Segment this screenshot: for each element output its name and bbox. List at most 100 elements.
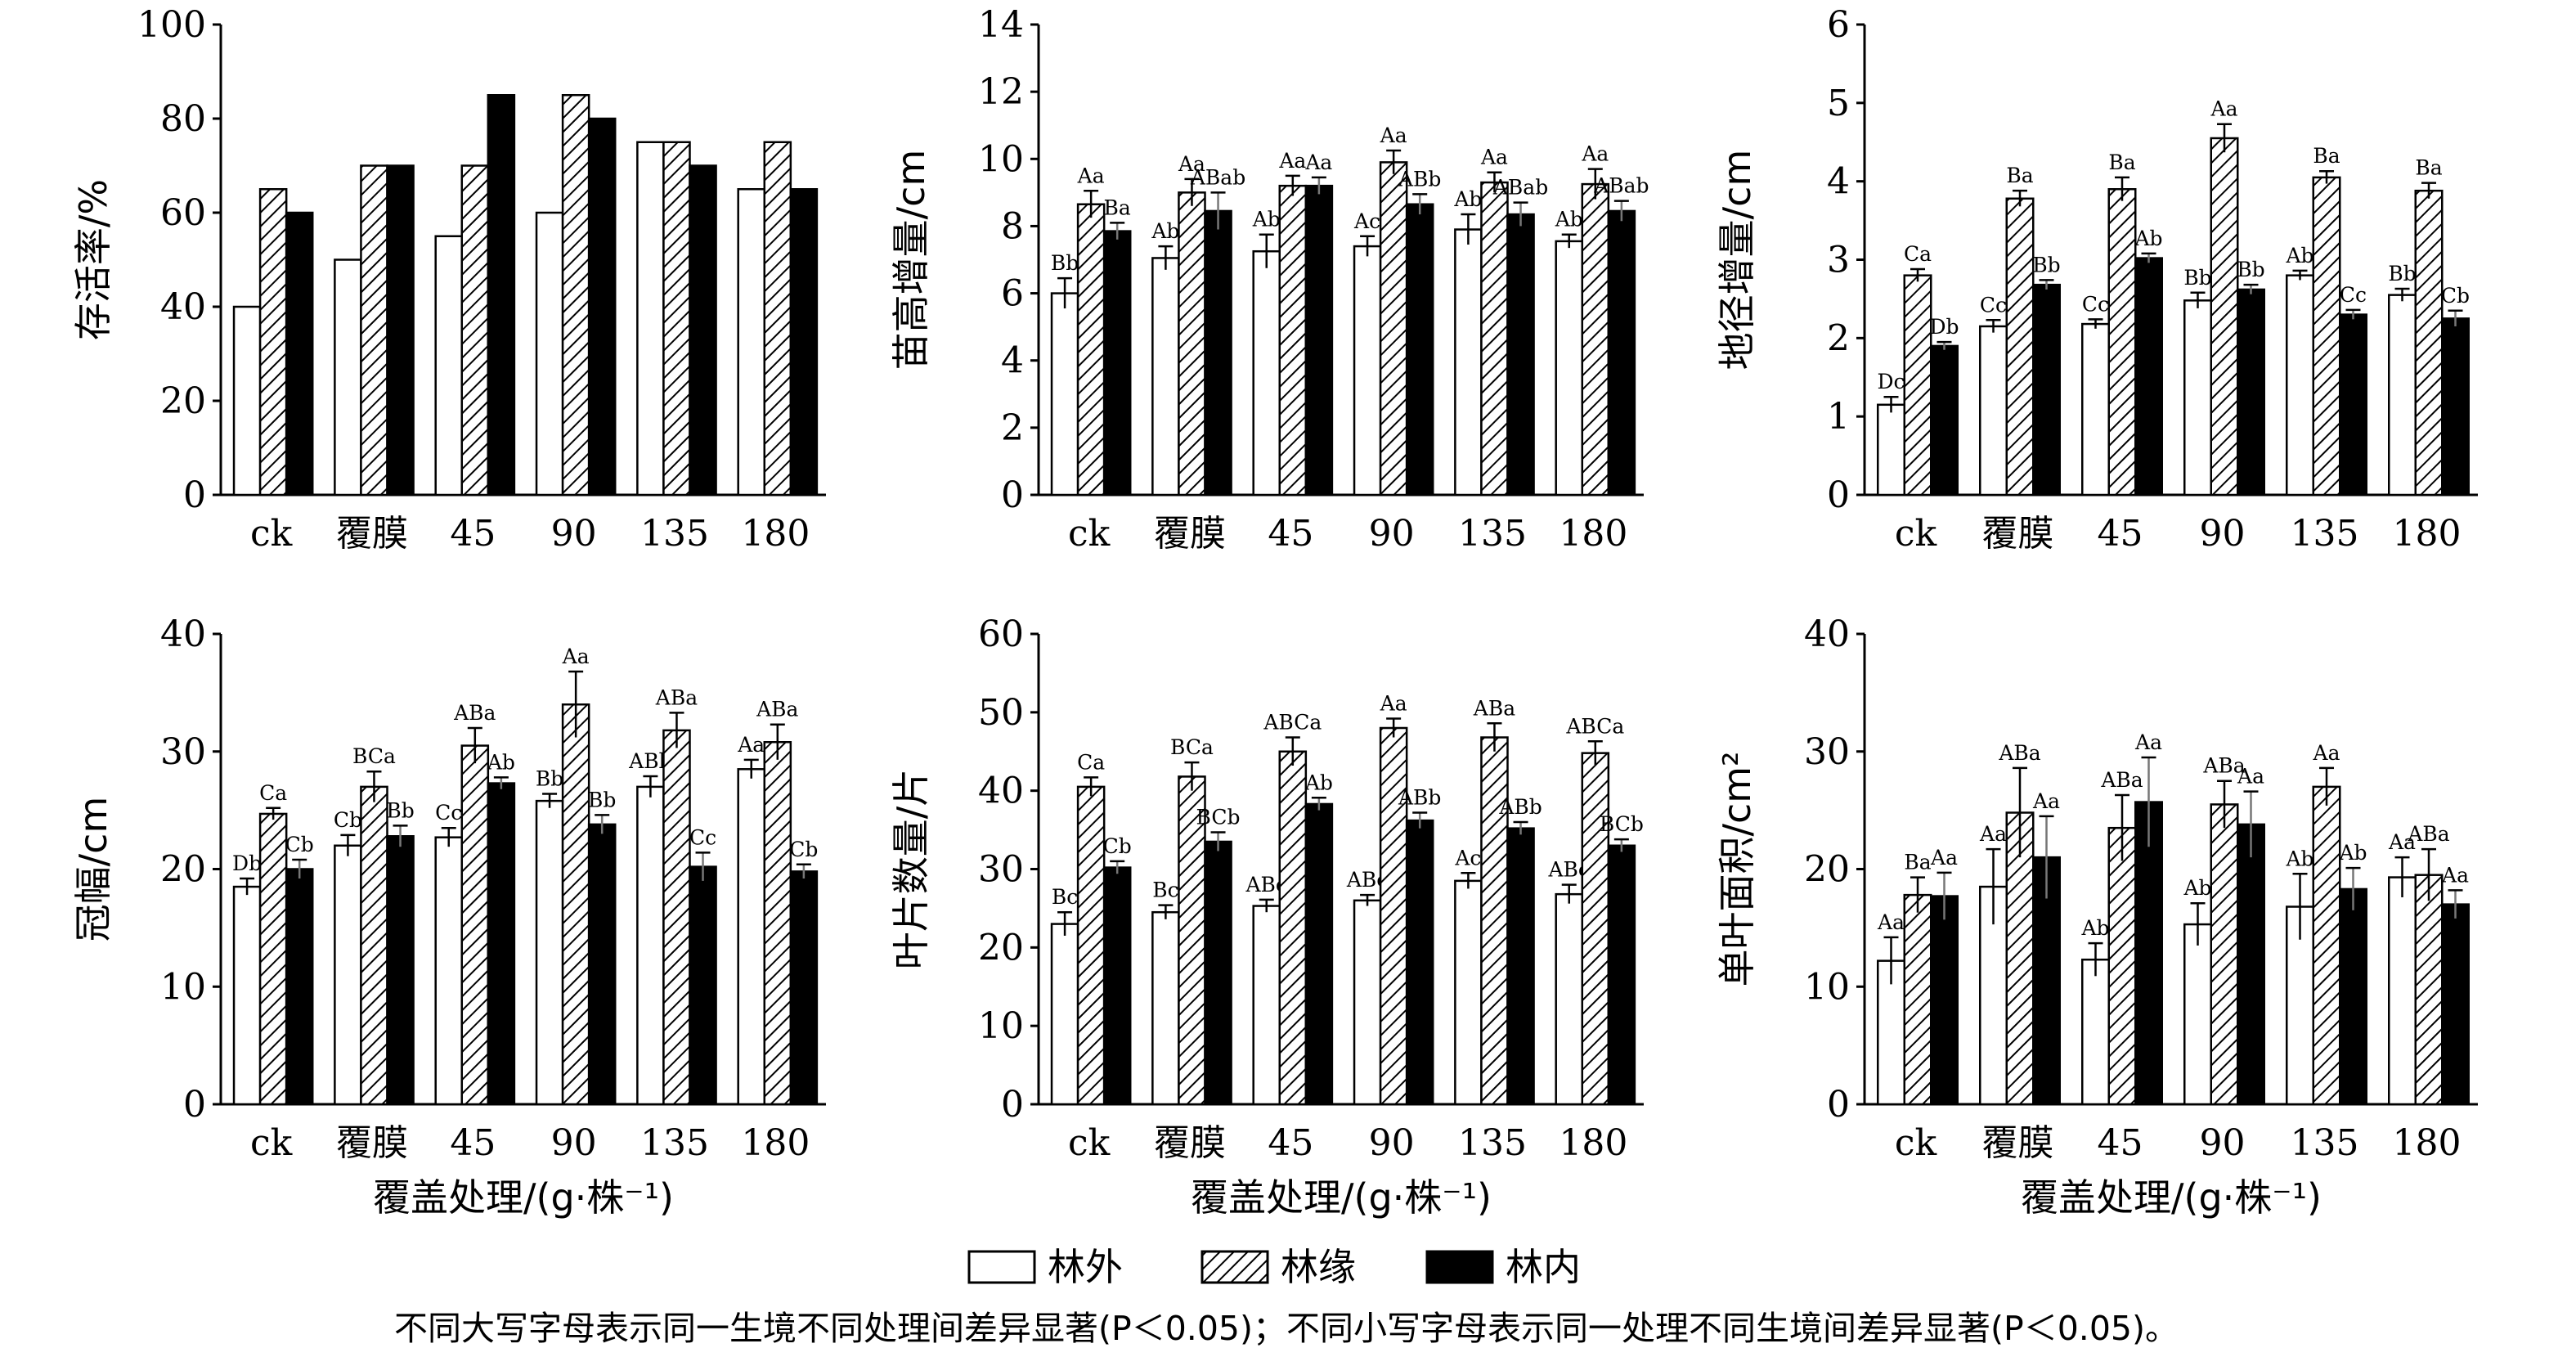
y-tick-label: 40 bbox=[160, 286, 206, 328]
x-axis-title: 覆盖处理/(g·株⁻¹) bbox=[373, 1175, 674, 1220]
bar bbox=[258, 188, 288, 497]
y-tick-label: 0 bbox=[183, 1084, 206, 1126]
significance-label: Bb bbox=[2183, 266, 2211, 290]
legend-label: 林外 bbox=[1048, 1245, 1123, 1289]
bar bbox=[1903, 893, 1932, 1106]
significance-label: Db bbox=[232, 852, 262, 875]
significance-label: Aa bbox=[1178, 152, 1205, 176]
x-tick-label: 覆膜 bbox=[1982, 1122, 2054, 1164]
significance-label: Ab bbox=[1252, 208, 1281, 231]
significance-label: Aa bbox=[2388, 830, 2416, 854]
significance-label: Bb bbox=[1051, 251, 1079, 275]
significance-label: ABa bbox=[2202, 754, 2245, 778]
significance-label: Aa bbox=[1581, 142, 1609, 166]
bar bbox=[1178, 191, 1206, 497]
significance-label: Ca bbox=[1077, 750, 1105, 774]
bar bbox=[1353, 245, 1382, 497]
significance-label: Cb bbox=[2441, 284, 2470, 308]
x-tick-label: 180 bbox=[741, 1122, 810, 1164]
significance-label: Ab bbox=[2338, 841, 2367, 865]
panel-1: 0 20 40 60 80 100 存活率/% ck 覆膜 45 90 135 180 bbox=[71, 4, 826, 555]
bar bbox=[1278, 184, 1308, 497]
y-tick-label: 0 bbox=[1827, 474, 1850, 516]
bar bbox=[2312, 785, 2341, 1106]
significance-label: Cc bbox=[435, 801, 462, 825]
y-tick-label: 20 bbox=[1804, 849, 1850, 891]
significance-label: Ac bbox=[1353, 209, 1380, 233]
significance-label: Ba bbox=[2006, 164, 2033, 187]
significance-label: Aa bbox=[1380, 692, 1407, 716]
significance-label: Aa bbox=[2441, 863, 2469, 887]
y-tick-label: 80 bbox=[160, 98, 206, 140]
x-tick-label: ck bbox=[1895, 1122, 1937, 1164]
bar bbox=[2134, 801, 2163, 1106]
y-tick-label: 4 bbox=[1827, 161, 1850, 203]
bar bbox=[2441, 317, 2470, 497]
x-tick-label: 45 bbox=[450, 513, 496, 555]
bar bbox=[1076, 785, 1106, 1106]
bar bbox=[737, 768, 766, 1106]
bar bbox=[487, 782, 516, 1106]
bar bbox=[1304, 802, 1334, 1106]
bar bbox=[334, 844, 362, 1106]
y-tick-label: 30 bbox=[160, 731, 206, 773]
bar bbox=[535, 799, 564, 1106]
bar bbox=[1454, 228, 1483, 497]
y-tick-label: 20 bbox=[978, 927, 1024, 968]
bar bbox=[460, 744, 490, 1106]
x-tick-label: ck bbox=[1068, 513, 1111, 555]
y-tick-label: 40 bbox=[978, 771, 1024, 812]
bar bbox=[636, 785, 665, 1106]
bar bbox=[1379, 161, 1408, 497]
x-tick-label: 180 bbox=[2393, 513, 2462, 555]
x-tick-label: ck bbox=[1895, 513, 1937, 555]
y-tick-label: 14 bbox=[978, 4, 1024, 46]
bar bbox=[587, 117, 617, 497]
bar bbox=[2286, 274, 2314, 497]
significance-label: Cb bbox=[285, 833, 314, 856]
significance-label: Bb bbox=[536, 767, 563, 791]
significance-label: Cc bbox=[1980, 293, 2007, 317]
bar bbox=[2388, 294, 2417, 497]
y-axis-label: 单叶面积/cm² bbox=[1715, 751, 1759, 986]
legend-swatch bbox=[1200, 1250, 1269, 1284]
significance-label: Ba bbox=[2313, 144, 2340, 168]
bar bbox=[1480, 181, 1509, 497]
significance-label: Ca bbox=[1904, 242, 1932, 266]
bar bbox=[1278, 750, 1308, 1106]
significance-label: Cb bbox=[334, 808, 362, 832]
y-tick-label: 0 bbox=[183, 474, 206, 516]
significance-label: Aa bbox=[1480, 146, 1508, 169]
bar bbox=[285, 211, 314, 497]
significance-label: ABa bbox=[756, 698, 798, 721]
x-tick-label: 45 bbox=[450, 1122, 496, 1164]
x-tick-label: 180 bbox=[2393, 1122, 2462, 1164]
x-tick-label: 覆膜 bbox=[336, 1122, 408, 1164]
bar bbox=[2414, 874, 2444, 1106]
footnote: 不同大写字母表示同一生境不同处理间差异显著(P＜0.05)；不同小写字母表示同一… bbox=[394, 1309, 2179, 1348]
significance-label: Aa bbox=[2134, 730, 2162, 754]
bar bbox=[1555, 240, 1584, 497]
y-tick-label: 6 bbox=[1001, 273, 1024, 315]
significance-label: Bb bbox=[588, 788, 616, 811]
bar bbox=[2081, 322, 2110, 497]
x-tick-label: ck bbox=[250, 1122, 293, 1164]
x-tick-label: 45 bbox=[1268, 1122, 1313, 1164]
bar bbox=[386, 164, 415, 497]
bar bbox=[1607, 209, 1636, 497]
bar bbox=[689, 865, 717, 1106]
x-tick-label: ck bbox=[1068, 1122, 1111, 1164]
y-tick-label: 2 bbox=[1827, 317, 1850, 359]
significance-label: ABCa bbox=[1565, 714, 1624, 738]
significance-label: BCa bbox=[1170, 735, 1214, 759]
bar bbox=[1050, 923, 1079, 1106]
bar bbox=[1252, 905, 1281, 1106]
x-axis-title: 覆盖处理/(g·株⁻¹) bbox=[2021, 1175, 2322, 1220]
significance-label: ABb bbox=[1398, 167, 1441, 191]
bar bbox=[662, 141, 691, 497]
y-tick-label: 100 bbox=[137, 4, 206, 46]
bar bbox=[2312, 176, 2341, 497]
significance-label: Cb bbox=[1103, 834, 1132, 858]
bar bbox=[1405, 819, 1434, 1106]
y-tick-label: 12 bbox=[978, 71, 1024, 113]
